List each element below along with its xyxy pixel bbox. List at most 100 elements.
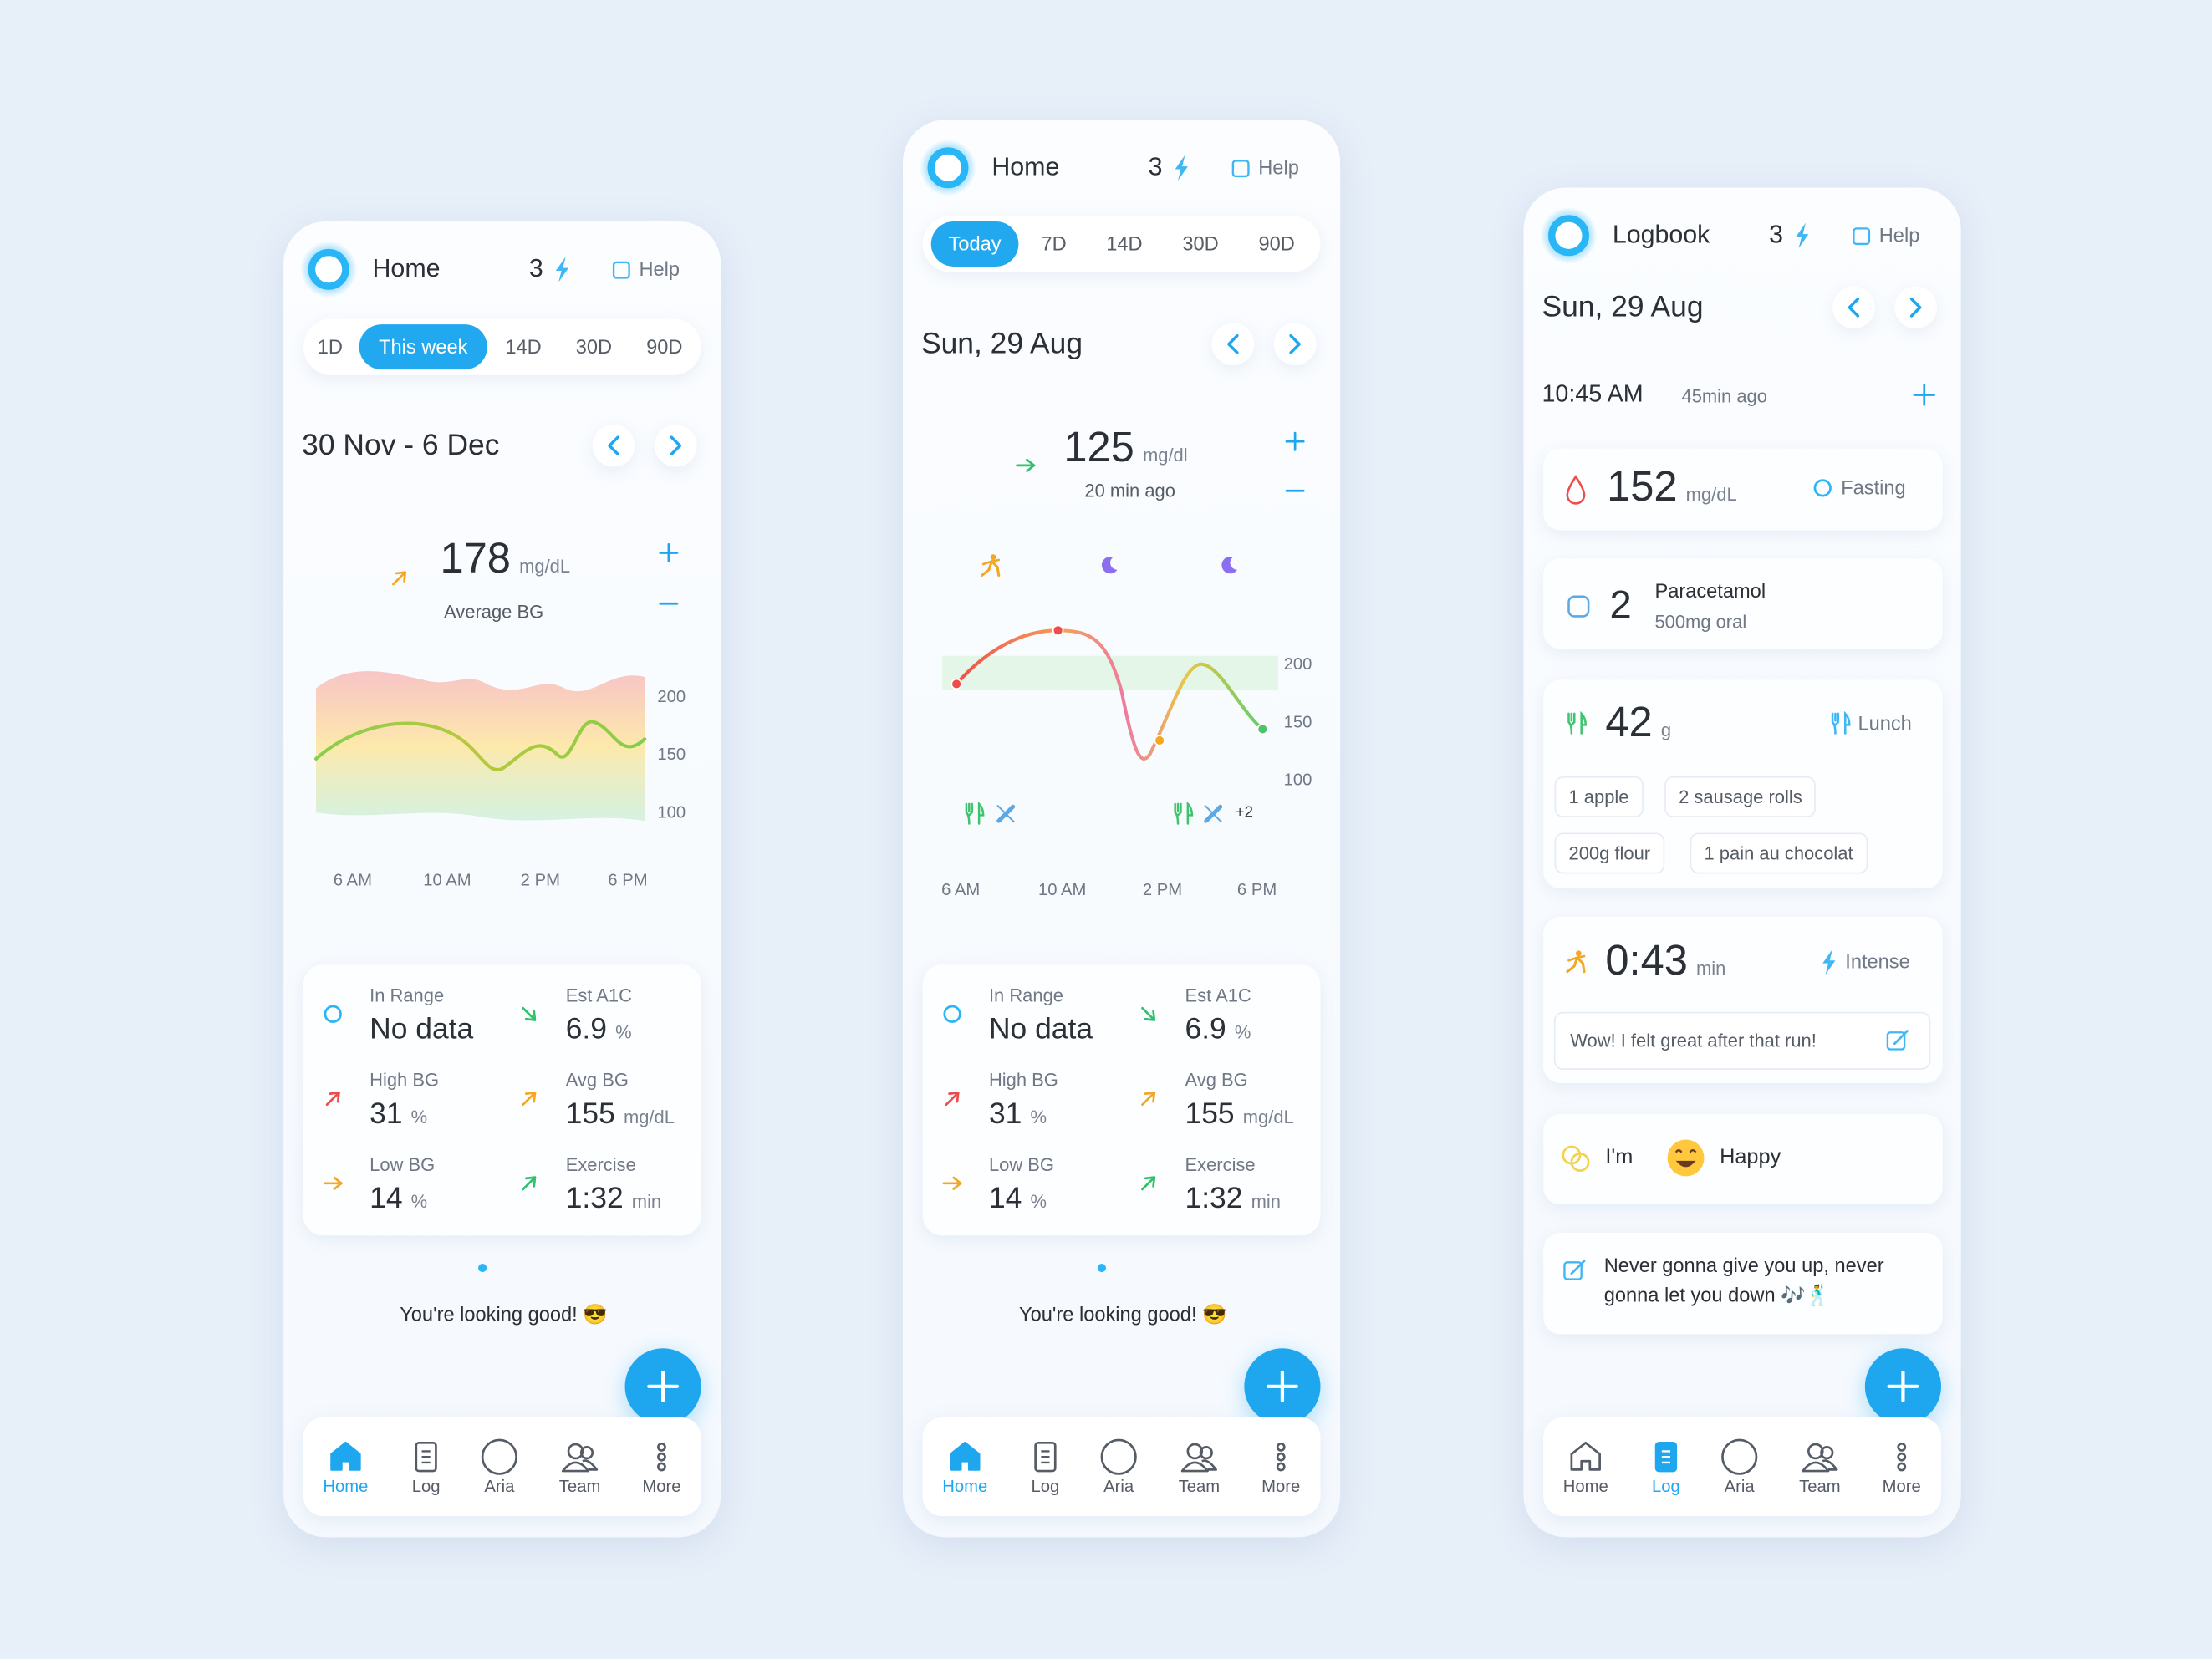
more-icon[interactable] [1897,1462,1907,1472]
period-option[interactable]: 90D [646,334,683,358]
nav-item[interactable]: Log [1652,1476,1680,1497]
aria-icon[interactable] [1721,1438,1758,1475]
help-link[interactable]: Help [1878,223,1920,247]
food-chip[interactable]: 1 apple [1554,776,1644,817]
period-option[interactable]: 30D [1182,232,1219,255]
nav-item[interactable]: Log [411,1476,441,1497]
arrow-icon [325,1092,340,1107]
edit-icon[interactable] [1893,1030,1909,1046]
arrow-icon [524,1092,537,1103]
edit-icon[interactable] [1563,1261,1583,1280]
nav-item[interactable]: Aria [484,1476,515,1497]
period-option[interactable]: 90D [1258,232,1295,255]
ring-icon [943,1005,961,1023]
screen-title: Home [372,254,441,282]
nav-item[interactable]: Aria [1103,1476,1134,1497]
nav-arrow-button[interactable] [1211,323,1255,366]
nav-item[interactable]: Home [942,1476,988,1497]
team-icon[interactable] [1180,1459,1217,1473]
team-icon[interactable] [561,1459,599,1473]
value: 125 [1063,424,1134,471]
period-option[interactable]: 14D [505,334,542,358]
period-option[interactable]: 7D [1041,232,1067,255]
help-icon[interactable] [612,261,630,279]
x-axis-label: 10 AM [1037,879,1087,900]
more-icon[interactable] [657,1442,666,1452]
stat-label: In Range [988,985,1063,1006]
nav-arrow-button[interactable] [1273,323,1317,366]
help-icon[interactable] [1853,227,1871,246]
edit-icon[interactable] [1886,1031,1906,1051]
arrow-icon [524,1010,537,1021]
log-icon[interactable] [415,1441,437,1473]
nav-item[interactable]: Home [323,1476,369,1497]
exercise-duration: 0:43 min [1605,937,1725,988]
period-active-pill[interactable] [930,221,1019,267]
nav-item[interactable]: More [642,1476,681,1497]
nav-item[interactable]: Team [1178,1476,1221,1497]
arrow-icon [1026,458,1036,472]
period-option[interactable]: 14D [1106,232,1143,255]
aria-icon[interactable] [1100,1438,1137,1475]
nav-item[interactable]: More [1882,1476,1921,1497]
more-icon[interactable] [1897,1442,1907,1452]
nav-arrow-button[interactable] [592,424,635,467]
nav-arrow-button[interactable] [1894,286,1937,329]
period-bar [922,216,1321,272]
more-icon[interactable] [1276,1452,1286,1462]
period-option[interactable]: Today [948,232,1002,255]
team-icon[interactable] [567,1443,584,1460]
food-chip[interactable]: 1 pain au chocolat [1690,832,1868,874]
period-option[interactable]: 1D [317,334,343,358]
stat-value: 31% [989,1097,1047,1132]
team-icon[interactable] [1807,1443,1824,1460]
more-icon[interactable] [1276,1462,1286,1472]
more-icon[interactable] [657,1452,666,1462]
nav-item[interactable]: Home [1562,1476,1608,1497]
nav-item[interactable]: Team [558,1476,601,1497]
home-icon[interactable] [950,1441,981,1471]
happy-face [1675,1160,1696,1168]
team-icon[interactable] [1820,1446,1834,1460]
y-axis-label: 100 [1283,770,1312,790]
runner-icon [990,554,996,560]
more-icon[interactable] [657,1462,666,1472]
medication-card [1543,558,1943,649]
stat-value: 14% [989,1181,1047,1217]
reading-dot [951,678,962,690]
food-chip[interactable]: 2 sausage rolls [1664,776,1817,817]
carbs-amount: 42 g [1605,698,1671,749]
period-option[interactable]: 30D [575,334,613,358]
runner-icon [1575,950,1582,957]
aria-icon[interactable] [481,1438,517,1475]
help-link[interactable]: Help [1258,155,1299,179]
help-link[interactable]: Help [639,257,680,281]
food-chip[interactable]: 200g flour [1554,832,1664,874]
team-icon[interactable] [579,1446,594,1460]
nav-item[interactable]: More [1261,1476,1301,1497]
nav-item[interactable]: Aria [1724,1476,1755,1497]
entry-ago: 45min ago [1681,385,1767,407]
period-active-pill[interactable] [359,324,487,370]
nav-arrow-button[interactable] [655,424,697,467]
value: 6.9 [565,1013,607,1046]
team-icon[interactable] [1186,1443,1204,1460]
stat-value: No data [370,1012,473,1048]
nav-item[interactable]: Team [1799,1476,1841,1497]
nav-arrow-button[interactable] [1832,286,1875,329]
period-option[interactable]: This week [379,334,468,358]
more-icon[interactable] [1276,1442,1286,1452]
y-axis-label: 200 [657,686,686,707]
more-icon[interactable] [1897,1452,1907,1462]
home-icon[interactable] [330,1441,361,1471]
log-icon[interactable] [1034,1441,1057,1473]
nav-item[interactable]: Log [1031,1476,1060,1497]
y-axis-label: 100 [657,802,686,822]
team-icon[interactable] [1199,1446,1213,1460]
home-icon[interactable] [1570,1441,1601,1471]
help-icon[interactable] [1231,160,1250,178]
edit-icon[interactable] [1570,1260,1586,1275]
team-icon[interactable] [1802,1459,1838,1473]
